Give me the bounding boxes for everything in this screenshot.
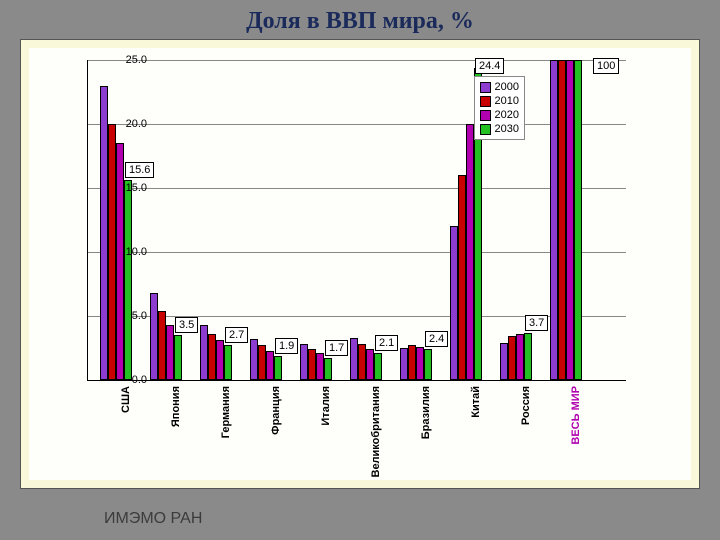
bar [174,335,182,380]
footer-source: ИМЭМО РАН [104,510,202,528]
chart-title: Доля в ВВП мира, % [0,0,720,39]
bar [274,356,282,380]
x-tick-label: Китай [470,386,482,418]
x-tick-label: Россия [520,386,532,425]
bar [258,345,266,380]
legend-label: 2000 [495,80,519,94]
data-label: 3.7 [525,315,548,331]
chart-frame: 2000201020202030 0.0 5.0 10.0 15.0 20.0 25.0 С… [20,39,700,489]
bar [358,344,366,380]
bar [158,311,166,380]
gridline [88,60,626,61]
bar [216,340,224,380]
data-label: 3.5 [175,317,198,333]
bar [416,347,424,380]
data-label: 100 [593,58,619,74]
legend-item: 2000 [480,80,519,94]
legend: 2000201020202030 [474,76,525,140]
bar [574,60,582,380]
y-tick-label: 25.0 [97,54,147,66]
data-label: 1.9 [275,338,298,354]
bar [316,353,324,380]
y-tick-label: 5.0 [97,310,147,322]
bar [250,339,258,380]
x-tick-label: Франция [270,386,282,435]
bar [558,60,566,380]
legend-label: 2030 [495,122,519,136]
bar-cluster [550,60,582,380]
legend-swatch [480,110,491,121]
x-tick-label: Германия [220,386,232,438]
bar [300,344,308,380]
bar [350,338,358,380]
bar-cluster [150,293,182,380]
data-label: 2.4 [425,331,448,347]
bar [208,334,216,380]
bar [466,124,474,380]
bar [450,226,458,380]
legend-swatch [480,82,491,93]
y-tick-label: 20.0 [97,118,147,130]
bar [566,60,574,380]
data-label: 24.4 [475,58,504,74]
data-label: 1.7 [325,340,348,356]
bar [508,336,516,380]
bar [266,351,274,380]
bar [408,345,416,380]
legend-swatch [480,124,491,135]
bar [458,175,466,380]
y-tick-label: 0.0 [97,374,147,386]
bar [150,293,158,380]
bar [516,334,524,380]
bar [124,180,132,380]
data-label: 2.1 [375,335,398,351]
bar [524,333,532,380]
bar [166,325,174,380]
y-tick-label: 15.0 [97,182,147,194]
bar [366,349,374,380]
legend-item: 2030 [480,122,519,136]
bar [308,349,316,380]
legend-item: 2020 [480,108,519,122]
bar-cluster [500,333,532,380]
data-label: 15.6 [125,162,154,178]
bar [200,325,208,380]
bar [374,353,382,380]
data-label: 2.7 [225,327,248,343]
y-tick-label: 10.0 [97,246,147,258]
x-tick-label: США [120,386,132,413]
chart-plot-area: 2000201020202030 0.0 5.0 10.0 15.0 20.0 25.0 С… [29,48,691,480]
bar [224,345,232,380]
gridline [88,188,626,189]
x-tick-label: Великобритания [370,386,382,478]
x-tick-label: Италия [320,386,332,426]
legend-label: 2010 [495,94,519,108]
legend-item: 2010 [480,94,519,108]
bar [500,343,508,380]
bar [324,358,332,380]
x-tick-label: Бразилия [420,386,432,439]
legend-label: 2020 [495,108,519,122]
bar [424,349,432,380]
x-tick-label: Япония [170,386,182,427]
gridline [88,252,626,253]
legend-swatch [480,96,491,107]
bar [116,143,124,380]
bar [550,60,558,380]
x-tick-label: ВЕСЬ МИР [570,386,582,445]
bar-cluster [400,345,432,380]
bar [400,348,408,380]
gridline [88,124,626,125]
